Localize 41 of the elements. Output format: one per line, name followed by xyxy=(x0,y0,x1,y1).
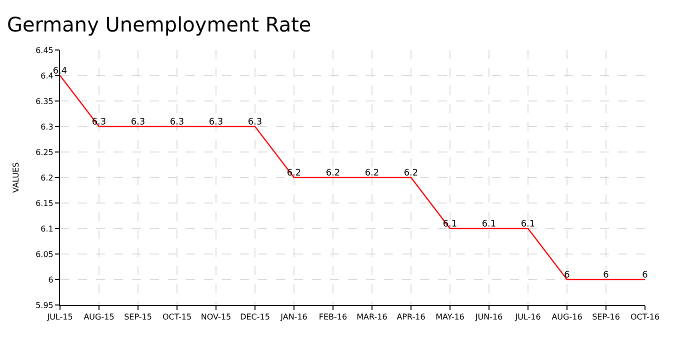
x-tick-label: OCT-15 xyxy=(162,312,192,322)
x-tick-label: AUG-16 xyxy=(552,312,582,322)
data-label: 6.2 xyxy=(404,168,418,178)
y-tick-label: 6.2 xyxy=(40,173,54,182)
x-tick-label: FEB-16 xyxy=(318,312,348,322)
data-label: 6.1 xyxy=(482,219,496,230)
y-tick-label: 6.35 xyxy=(36,96,54,106)
chart-title: Germany Unemployment Rate xyxy=(7,12,312,36)
data-label: 6.3 xyxy=(170,117,184,128)
y-axis-title: VALUES xyxy=(11,162,20,193)
y-tick-label: 6.45 xyxy=(36,46,54,55)
x-tick-label: SEP-15 xyxy=(124,312,152,322)
data-label: 6.2 xyxy=(364,168,380,178)
data-label: 6 xyxy=(603,270,610,280)
x-tick-label: MAY-16 xyxy=(436,312,464,322)
data-label: 6 xyxy=(642,270,648,280)
data-label: 6.3 xyxy=(130,117,146,128)
x-tick-label: JUL-15 xyxy=(46,312,73,322)
data-label: 6 xyxy=(564,270,570,280)
y-tick-label: 6.3 xyxy=(40,122,54,132)
data-label: 6.2 xyxy=(326,168,340,178)
x-tick-label: OCT-16 xyxy=(630,312,660,322)
y-tick-label: 6.15 xyxy=(36,198,54,208)
x-tick-label: SEP-16 xyxy=(592,312,620,322)
data-label: 6.3 xyxy=(208,117,224,128)
x-tick-label: APR-16 xyxy=(396,312,426,322)
y-tick-label: 6 xyxy=(48,275,54,284)
x-tick-label: DEC-15 xyxy=(240,312,270,322)
data-label: 6.3 xyxy=(248,117,262,128)
y-tick-label: 5.95 xyxy=(36,300,54,310)
x-tick-label: JUN-16 xyxy=(474,312,503,322)
y-tick-label: 6.05 xyxy=(36,250,54,259)
x-tick-label: NOV-15 xyxy=(200,312,232,322)
x-tick-label: JUL-16 xyxy=(514,312,541,322)
y-tick-label: 6.4 xyxy=(40,71,54,80)
y-tick-label: 6.1 xyxy=(40,224,54,234)
data-label: 6.1 xyxy=(520,219,536,230)
x-tick-label: JAN-16 xyxy=(280,312,308,322)
x-tick-label: AUG-15 xyxy=(84,312,114,322)
x-tick-label: MAR-16 xyxy=(356,312,388,322)
y-tick-label: 6.25 xyxy=(36,148,54,157)
